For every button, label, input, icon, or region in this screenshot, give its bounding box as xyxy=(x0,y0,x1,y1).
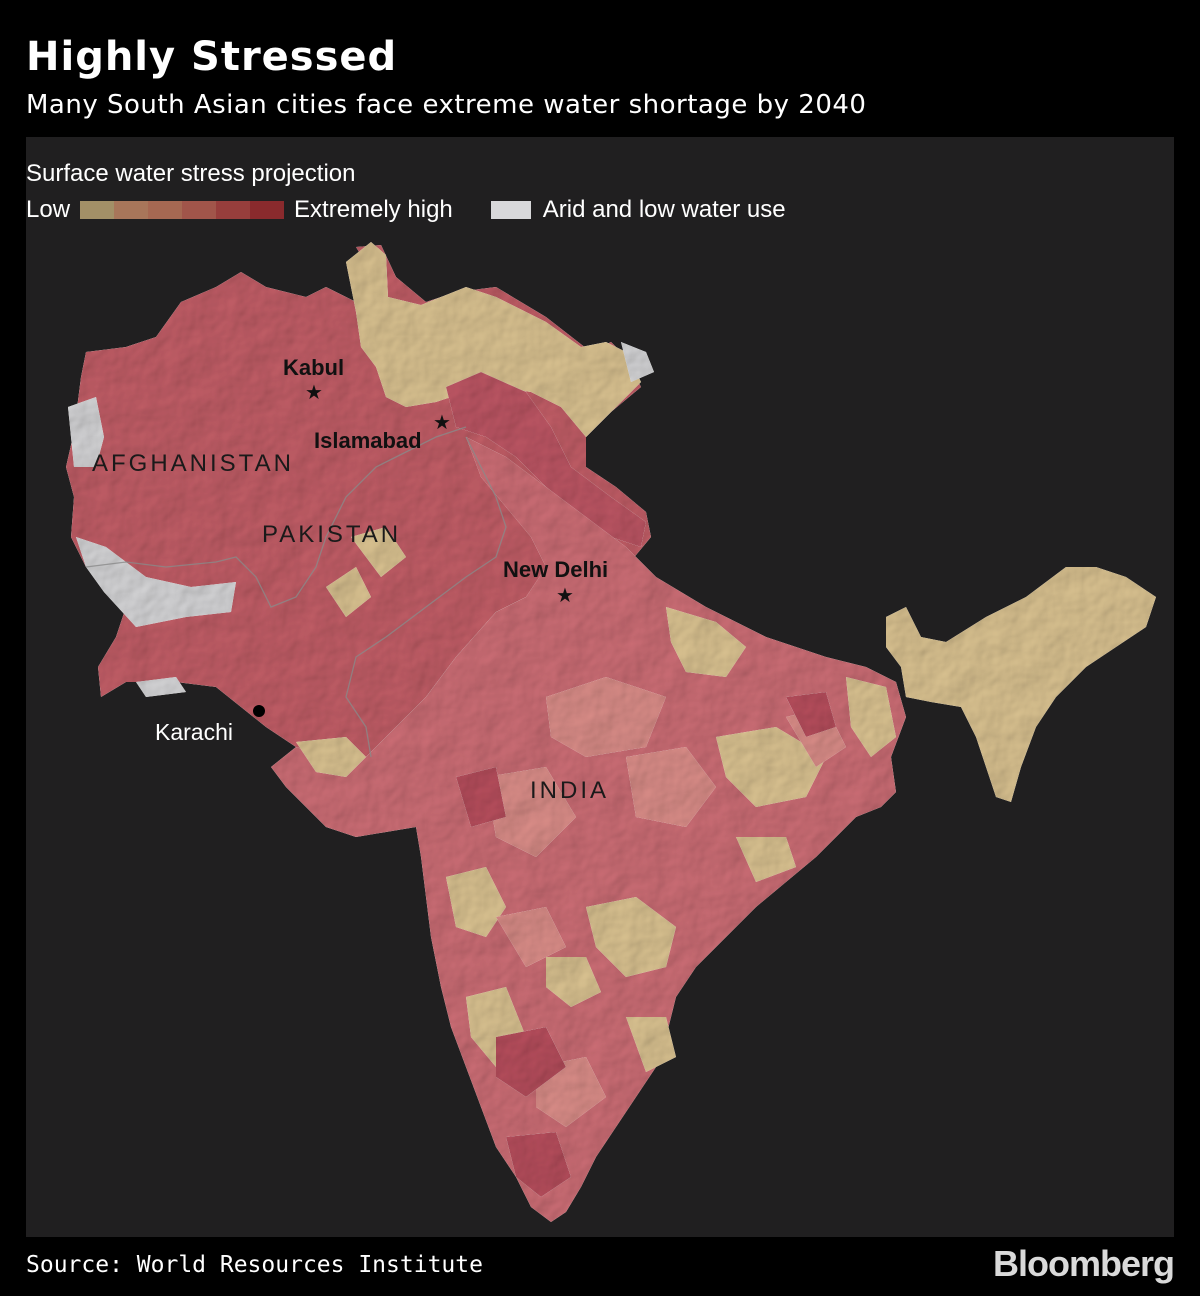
legend-swatch-3 xyxy=(148,201,183,219)
pakistan-label: PAKISTAN xyxy=(262,521,401,548)
india-low-stress-patches xyxy=(326,527,896,1072)
legend-color-scale xyxy=(80,201,285,219)
country-borders xyxy=(85,426,507,758)
gujarat-coast xyxy=(296,737,366,777)
legend-arid-swatch xyxy=(490,201,531,219)
kabul-star-icon: ★ xyxy=(305,380,323,404)
arid-west-afghanistan xyxy=(68,397,104,467)
legend-swatch-2 xyxy=(114,201,149,219)
islamabad-label: Islamabad xyxy=(314,428,422,453)
kashmir-region xyxy=(446,372,646,547)
northeast-india-region xyxy=(886,567,1156,802)
afghanistan-label: AFGHANISTAN xyxy=(92,450,294,477)
legend-title: Surface water stress projection xyxy=(26,160,356,187)
legend-swatch-1 xyxy=(80,201,115,219)
arid-northeast xyxy=(621,342,654,382)
karachi-marker-icon xyxy=(253,705,265,717)
legend-swatch-5 xyxy=(216,201,251,219)
chart-subtitle: Many South Asian cities face extreme wat… xyxy=(26,90,867,120)
india-label: INDIA xyxy=(530,777,609,804)
arid-makran xyxy=(136,677,186,697)
source-note: Source: World Resources Institute xyxy=(26,1252,483,1278)
legend-high-label: Extremely high xyxy=(294,196,453,223)
bloomberg-logo: Bloomberg xyxy=(992,1243,1175,1284)
legend: Low Extremely high Arid and low water us… xyxy=(26,195,786,225)
legend-swatch-4 xyxy=(182,201,217,219)
arid-southwest-afghanistan xyxy=(76,537,236,627)
legend-swatch-6 xyxy=(250,201,285,219)
india-region xyxy=(271,437,906,1222)
india-high-stress-patches xyxy=(456,692,836,1197)
legend-arid-label: Arid and low water use xyxy=(542,196,786,223)
legend-low-label: Low xyxy=(26,196,71,223)
map: AFGHANISTAN PAKISTAN INDIA Kabul ★ ★ Isl… xyxy=(66,242,1156,1222)
chart-title: Highly Stressed xyxy=(26,34,398,80)
northern-low-stress-region xyxy=(346,242,641,437)
kabul-label: Kabul xyxy=(283,355,344,380)
new-delhi-star-icon: ★ xyxy=(556,583,574,607)
new-delhi-label: New Delhi xyxy=(503,557,608,582)
islamabad-star-icon: ★ xyxy=(433,410,451,434)
karachi-label: Karachi xyxy=(155,719,233,745)
